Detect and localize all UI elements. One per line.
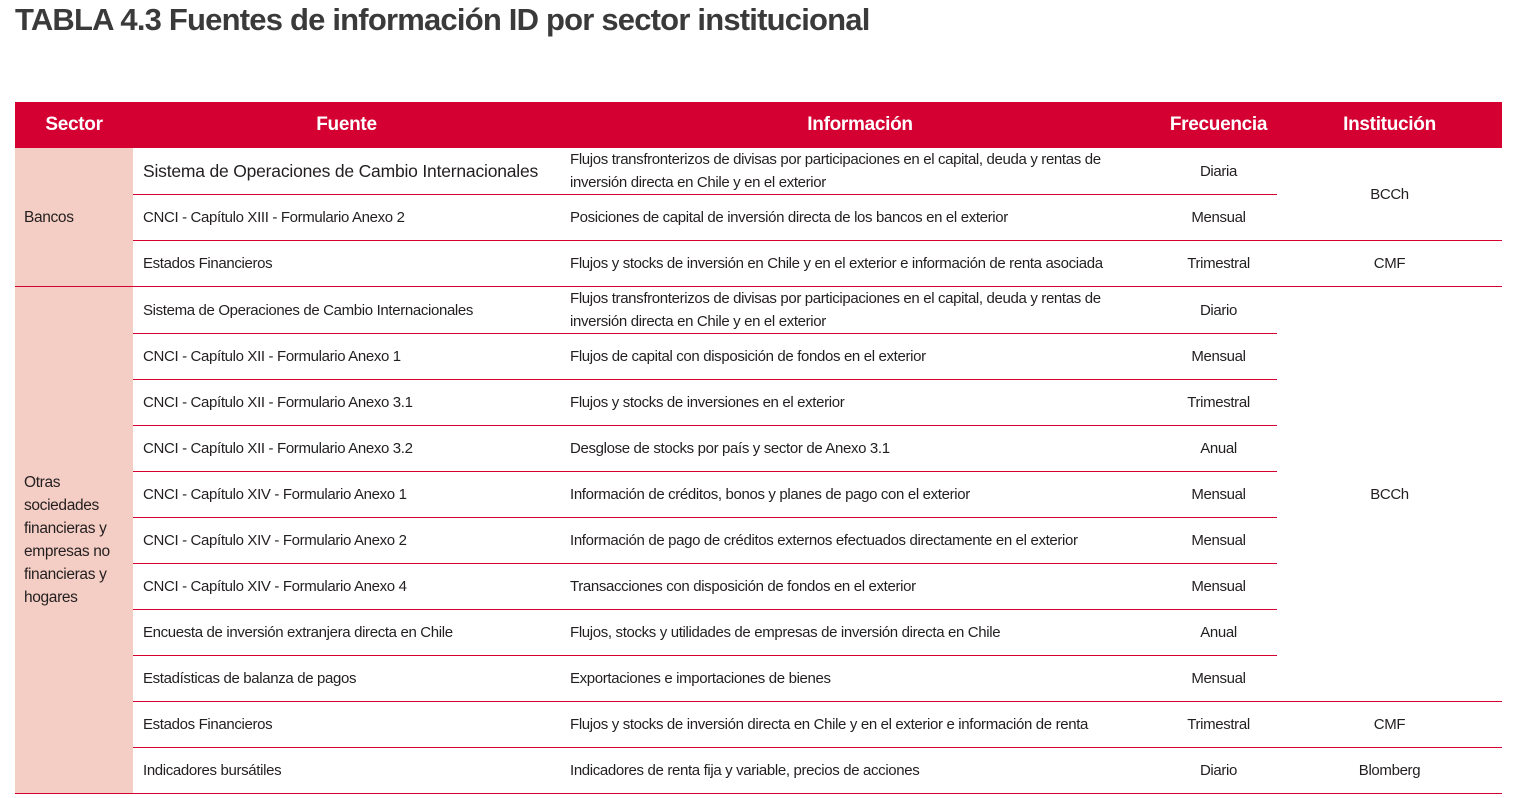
frecuencia-cell: Trimestral xyxy=(1160,240,1277,287)
fuente-cell: Estados Financieros xyxy=(133,701,560,748)
fuente-cell: Sistema de Operaciones de Cambio Interna… xyxy=(133,286,560,334)
informacion-cell: Flujos y stocks de inversiones en el ext… xyxy=(560,379,1160,426)
frecuencia-cell: Mensual xyxy=(1160,471,1277,518)
header-informacion: Información xyxy=(560,102,1160,148)
table-row: CNCI - Capítulo XII - Formulario Anexo 1… xyxy=(15,333,1502,380)
table-row: Estados Financieros Flujos y stocks de in… xyxy=(15,701,1502,748)
frecuencia-cell: Mensual xyxy=(1160,517,1277,564)
institucion-cell: CMF xyxy=(1277,240,1502,287)
table-row: Indicadores bursátiles Indicadores de ren… xyxy=(15,747,1502,794)
informacion-cell: Flujos, stocks y utilidades de empresas … xyxy=(560,609,1160,656)
informacion-cell: Exportaciones e importaciones de bienes xyxy=(560,655,1160,702)
header-row: Sector Fuente Información Frecuencia Ins… xyxy=(15,102,1502,148)
institucion-cell: CMF xyxy=(1277,701,1502,748)
sector-cell: Otras sociedades financieras y empresas … xyxy=(15,286,133,794)
frecuencia-cell: Mensual xyxy=(1160,333,1277,380)
table-row: CNCI - Capítulo XIV - Formulario Anexo 4… xyxy=(15,563,1502,610)
frecuencia-cell: Trimestral xyxy=(1160,379,1277,426)
frecuencia-cell: Diaria xyxy=(1160,148,1277,195)
fuente-cell: CNCI - Capítulo XII - Formulario Anexo 3… xyxy=(133,379,560,426)
table-row: Estados Financieros Flujos y stocks de in… xyxy=(15,240,1502,287)
table-row: Encuesta de inversión extranjera directa… xyxy=(15,609,1502,656)
frecuencia-cell: Diario xyxy=(1160,747,1277,794)
institucion-cell: Blomberg xyxy=(1277,747,1502,794)
frecuencia-cell: Mensual xyxy=(1160,563,1277,610)
fuente-cell: Indicadores bursátiles xyxy=(133,747,560,794)
table-row: CNCI - Capítulo XIV - Formulario Anexo 1… xyxy=(15,471,1502,518)
fuente-cell: Sistema de Operaciones de Cambio Interna… xyxy=(133,148,560,195)
sector-cell: Bancos xyxy=(15,148,133,287)
informacion-cell: Flujos y stocks de inversión en Chile y … xyxy=(560,240,1160,287)
header-frecuencia: Frecuencia xyxy=(1160,102,1277,148)
table-row: CNCI - Capítulo XIV - Formulario Anexo 2… xyxy=(15,517,1502,564)
table-row: Bancos Sistema de Operaciones de Cambio I… xyxy=(15,148,1502,287)
informacion-cell: Flujos transfronterizos de divisas por p… xyxy=(560,286,1160,334)
informacion-cell: Flujos transfronterizos de divisas por p… xyxy=(560,148,1160,195)
informacion-cell: Flujos y stocks de inversión directa en … xyxy=(560,701,1160,748)
header-fuente: Fuente xyxy=(133,102,560,148)
fuente-cell: CNCI - Capítulo XIV - Formulario Anexo 2 xyxy=(133,517,560,564)
institucion-cell: BCCh xyxy=(1277,148,1502,241)
fuente-cell: CNCI - Capítulo XIV - Formulario Anexo 1 xyxy=(133,471,560,518)
informacion-cell: Información de pago de créditos externos… xyxy=(560,517,1160,564)
informacion-cell: Flujos de capital con disposición de fon… xyxy=(560,333,1160,380)
frecuencia-cell: Diario xyxy=(1160,286,1277,334)
fuente-cell: Estados Financieros xyxy=(133,240,560,287)
informacion-cell: Información de créditos, bonos y planes … xyxy=(560,471,1160,518)
fuente-cell: Encuesta de inversión extranjera directa… xyxy=(133,609,560,656)
table-row: CNCI - Capítulo XIII - Formulario Anexo … xyxy=(15,194,1502,241)
informacion-cell: Transacciones con disposición de fondos … xyxy=(560,563,1160,610)
institucion-cell: BCCh xyxy=(1277,286,1502,702)
frecuencia-cell: Mensual xyxy=(1160,194,1277,241)
sources-table: Sector Fuente Información Frecuencia Ins… xyxy=(15,102,1502,794)
informacion-cell: Indicadores de renta fija y variable, pr… xyxy=(560,747,1160,794)
table-row: CNCI - Capítulo XII - Formulario Anexo 3… xyxy=(15,379,1502,426)
fuente-cell: CNCI - Capítulo XII - Formulario Anexo 3… xyxy=(133,425,560,472)
table-row: CNCI - Capítulo XII - Formulario Anexo 3… xyxy=(15,425,1502,472)
header-sector: Sector xyxy=(15,102,133,148)
informacion-cell: Posiciones de capital de inversión direc… xyxy=(560,194,1160,241)
fuente-cell: Estadísticas de balanza de pagos xyxy=(133,655,560,702)
header-institucion: Institución xyxy=(1277,102,1502,148)
fuente-cell: CNCI - Capítulo XII - Formulario Anexo 1 xyxy=(133,333,560,380)
table-row: Estadísticas de balanza de pagos Exportac… xyxy=(15,655,1502,702)
fuente-cell: CNCI - Capítulo XIII - Formulario Anexo … xyxy=(133,194,560,241)
fuente-cell: CNCI - Capítulo XIV - Formulario Anexo 4 xyxy=(133,563,560,610)
page-title: TABLA 4.3 Fuentes de información ID por … xyxy=(15,2,870,37)
frecuencia-cell: Anual xyxy=(1160,425,1277,472)
table-row: Otras sociedades financieras y empresas … xyxy=(15,286,1502,794)
frecuencia-cell: Mensual xyxy=(1160,655,1277,702)
frecuencia-cell: Trimestral xyxy=(1160,701,1277,748)
informacion-cell: Desglose de stocks por país y sector de … xyxy=(560,425,1160,472)
frecuencia-cell: Anual xyxy=(1160,609,1277,656)
